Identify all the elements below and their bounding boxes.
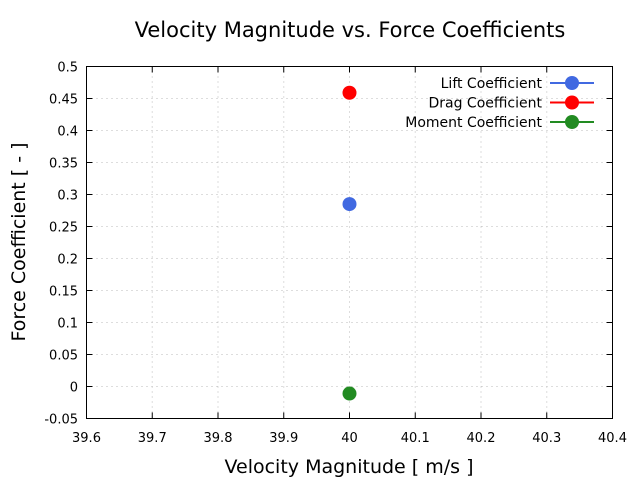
x-axis-title: Velocity Magnitude [ m/s ] xyxy=(225,456,474,478)
legend-item: Moment Coefficient xyxy=(405,115,594,131)
data-point-lift-coefficient xyxy=(342,197,357,212)
y-tick-label: 0.35 xyxy=(49,157,78,172)
legend-item: Lift Coefficient xyxy=(441,76,594,92)
x-tick-label: 39.9 xyxy=(269,431,298,446)
x-tick-label: 40 xyxy=(341,431,358,446)
legend-label: Moment Coefficient xyxy=(405,115,542,131)
y-tick-label: 0 xyxy=(70,381,78,396)
x-tick-label: 40.1 xyxy=(401,431,430,446)
x-tick-label: 40.3 xyxy=(532,431,561,446)
grid xyxy=(86,66,613,419)
y-axis-title: Force Coefficient [ - ] xyxy=(8,142,30,341)
data-points xyxy=(342,85,357,401)
y-tick-label: 0.1 xyxy=(57,317,78,332)
x-tick-labels: 39.6 39.7 39.8 39.9 40 40.1 40.2 40.3 40.4 xyxy=(72,431,627,446)
legend-label: Drag Coefficient xyxy=(428,96,542,112)
legend-marker xyxy=(565,76,579,90)
legend-label: Lift Coefficient xyxy=(441,76,543,92)
legend-marker xyxy=(565,95,579,110)
legend-marker xyxy=(565,115,579,129)
y-tick-label: 0.5 xyxy=(57,61,78,76)
y-tick-label: 0.3 xyxy=(57,189,78,204)
y-tick-label: 0.25 xyxy=(49,221,78,236)
y-tick-label: 0.05 xyxy=(49,349,78,364)
ticks xyxy=(86,66,613,419)
legend-item: Drag Coefficient xyxy=(428,95,594,112)
y-tick-label: 0.4 xyxy=(57,125,78,140)
x-tick-label: 40.2 xyxy=(467,431,496,446)
y-tick-labels: -0.05 0 0.05 0.1 0.15 0.2 0.25 0.3 0.35 0.4 0.45 0.… xyxy=(44,61,78,428)
legend: Lift Coefficient Drag Coefficient Moment C… xyxy=(405,76,594,131)
x-tick-label: 39.7 xyxy=(138,431,167,446)
y-tick-label: 0.15 xyxy=(49,285,78,300)
x-tick-label: 39.8 xyxy=(204,431,233,446)
y-tick-label: 0.2 xyxy=(57,253,78,268)
x-tick-label: 40.4 xyxy=(598,431,627,446)
data-point-drag-coefficient xyxy=(342,85,357,100)
y-tick-label: -0.05 xyxy=(44,413,78,428)
y-tick-label: 0.45 xyxy=(49,93,78,108)
chart-title: Velocity Magnitude vs. Force Coefficient… xyxy=(135,18,566,42)
x-tick-label: 39.6 xyxy=(72,431,101,446)
data-point-moment-coefficient xyxy=(342,386,357,401)
